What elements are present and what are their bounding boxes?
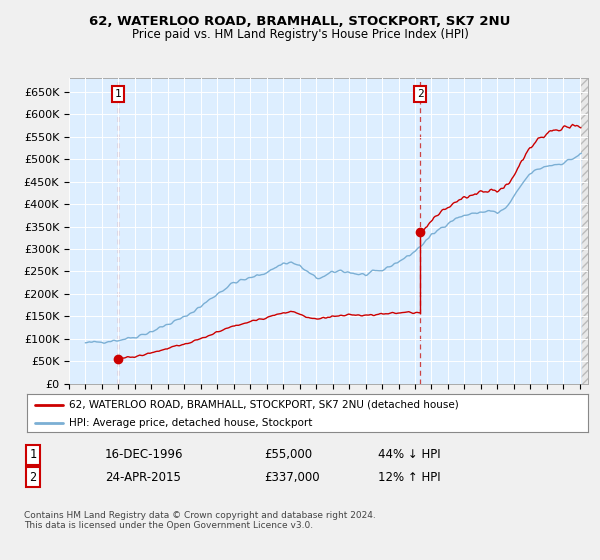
Text: £55,000: £55,000 bbox=[264, 448, 312, 461]
Text: 44% ↓ HPI: 44% ↓ HPI bbox=[378, 448, 440, 461]
Text: 2: 2 bbox=[29, 470, 37, 484]
Text: Price paid vs. HM Land Registry's House Price Index (HPI): Price paid vs. HM Land Registry's House … bbox=[131, 28, 469, 41]
Text: 16-DEC-1996: 16-DEC-1996 bbox=[105, 448, 184, 461]
Text: 12% ↑ HPI: 12% ↑ HPI bbox=[378, 470, 440, 484]
Bar bbox=[580, 78, 600, 384]
Text: 62, WATERLOO ROAD, BRAMHALL, STOCKPORT, SK7 2NU (detached house): 62, WATERLOO ROAD, BRAMHALL, STOCKPORT, … bbox=[69, 399, 459, 409]
Text: Contains HM Land Registry data © Crown copyright and database right 2024.
This d: Contains HM Land Registry data © Crown c… bbox=[24, 511, 376, 530]
Text: £337,000: £337,000 bbox=[264, 470, 320, 484]
Text: 2: 2 bbox=[417, 89, 424, 99]
Text: 62, WATERLOO ROAD, BRAMHALL, STOCKPORT, SK7 2NU: 62, WATERLOO ROAD, BRAMHALL, STOCKPORT, … bbox=[89, 15, 511, 27]
Text: HPI: Average price, detached house, Stockport: HPI: Average price, detached house, Stoc… bbox=[69, 418, 313, 428]
Text: 1: 1 bbox=[29, 448, 37, 461]
Text: 1: 1 bbox=[115, 89, 121, 99]
Text: 24-APR-2015: 24-APR-2015 bbox=[105, 470, 181, 484]
